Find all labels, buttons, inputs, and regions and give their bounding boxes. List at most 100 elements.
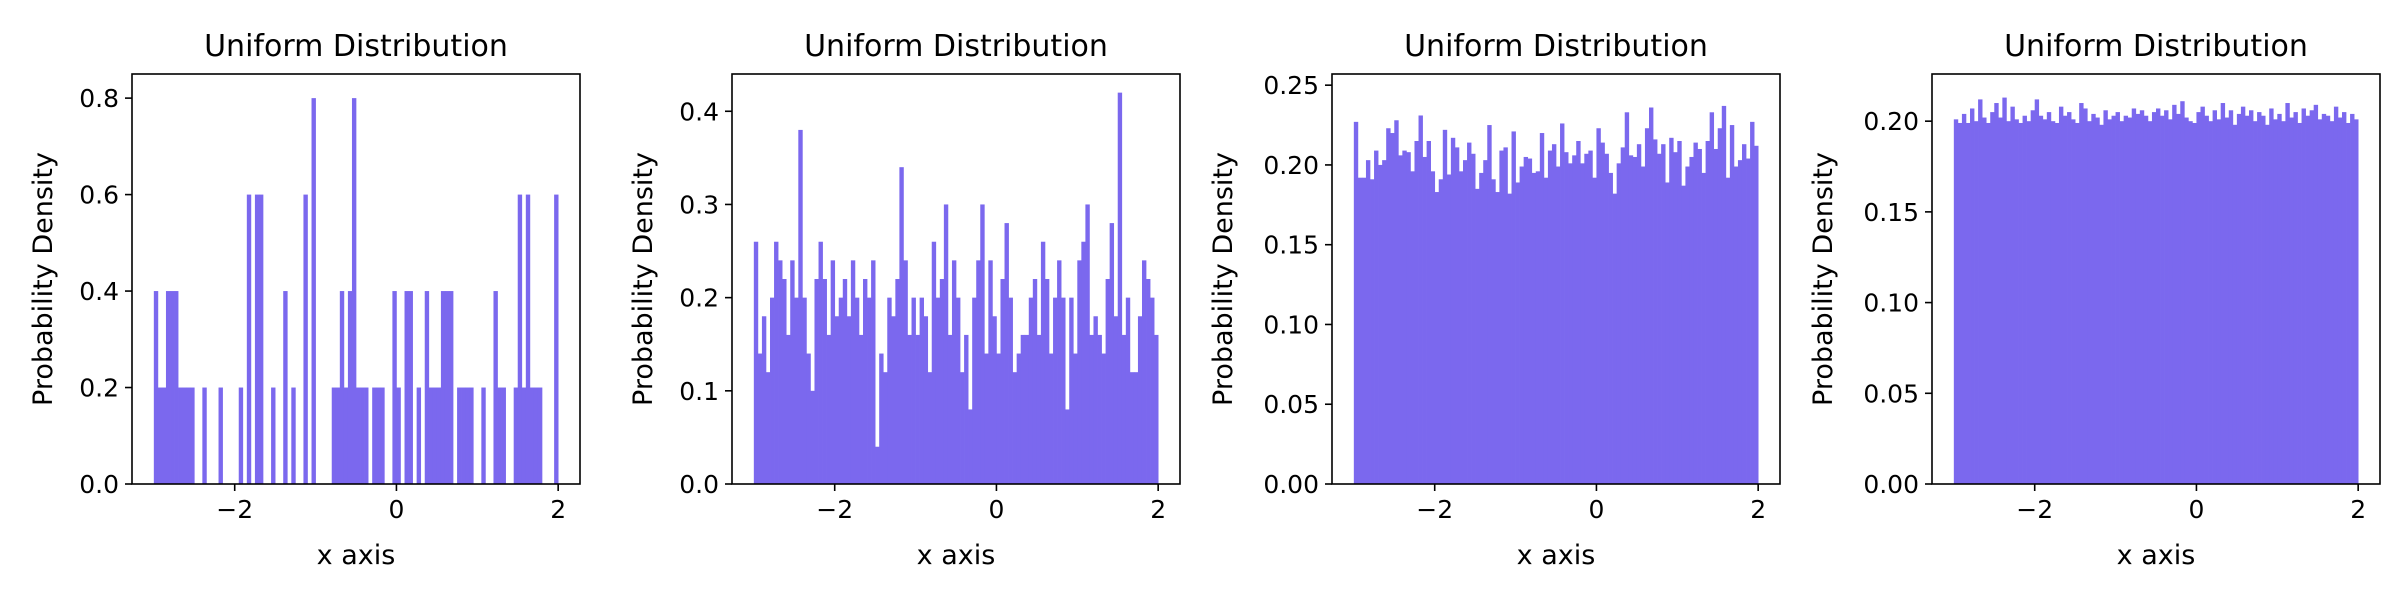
histogram-bar: [1673, 152, 1678, 485]
histogram-bar: [258, 194, 264, 484]
y-axis-label: Probability Density: [28, 152, 59, 406]
histogram-bar: [1361, 177, 1367, 484]
y-axis-label: Probability Density: [628, 152, 659, 406]
histogram-bar: [351, 98, 357, 485]
x-tick-label: 2: [550, 495, 566, 524]
histogram-bar: [1109, 223, 1115, 484]
histogram-bar: [376, 387, 381, 484]
histogram-bar: [1628, 155, 1634, 485]
histogram-bar: [1004, 223, 1009, 484]
histogram-bar: [1580, 163, 1585, 484]
histogram-bar: [907, 334, 912, 484]
histogram-bar: [1044, 279, 1050, 484]
histogram-bar: [440, 291, 446, 484]
histogram-bar: [461, 387, 466, 484]
y-tick-label: 0.10: [1863, 289, 1919, 318]
histogram-bar: [2244, 115, 2250, 485]
histogram-bar: [1572, 155, 1577, 485]
histogram-bar: [424, 291, 430, 484]
histogram-bar: [1049, 353, 1054, 484]
x-axis-label: x axis: [317, 540, 396, 571]
histogram-bar: [1024, 334, 1030, 484]
histogram-bar: [935, 297, 941, 484]
histogram-bar: [246, 194, 252, 484]
histogram-bar: [190, 387, 195, 484]
histogram-bar: [1661, 144, 1666, 484]
subplot-2: −2 0 2 0.0 0.1 0.2 0.3 0.4 Uniform Distributio…: [628, 29, 1181, 571]
histogram-bar: [1681, 185, 1686, 485]
histogram-bar: [254, 194, 260, 484]
histogram-bar: [1507, 193, 1512, 484]
histogram-bar: [1523, 156, 1529, 484]
histogram-bar: [1390, 133, 1395, 484]
histogram-bar: [2329, 121, 2335, 485]
histogram-bar: [218, 387, 223, 484]
histogram-bar: [1394, 120, 1399, 484]
histogram-bar: [1121, 334, 1127, 484]
histogram-bar: [1515, 182, 1520, 484]
histogram-bar: [1036, 334, 1042, 484]
histogram-bar: [964, 334, 969, 484]
y-tick-label: 0.05: [1863, 379, 1919, 408]
histogram-bars: [153, 98, 559, 485]
histogram-bar: [1693, 142, 1698, 484]
histogram-bar: [1717, 128, 1723, 485]
histogram-bar: [2172, 104, 2177, 484]
histogram-bar: [2350, 113, 2355, 484]
histogram-bar: [1535, 171, 1541, 484]
histogram-bar: [2091, 113, 2096, 484]
x-ticks: −2 0 2: [216, 484, 566, 524]
y-tick-label: 0.20: [1863, 107, 1919, 136]
histogram-bar: [1000, 279, 1005, 484]
y-tick-label: 0.0: [79, 470, 119, 499]
histogram-bar: [404, 291, 409, 484]
x-ticks: −2 0 2: [1416, 484, 1766, 524]
histogram-bar: [761, 316, 767, 484]
x-tick-label: −2: [1416, 495, 1453, 524]
histogram-bar: [356, 387, 361, 484]
histogram-bar: [2063, 115, 2068, 485]
histogram-bar: [1746, 158, 1751, 485]
histogram-bar: [1750, 121, 1755, 485]
histogram-bar: [1576, 141, 1581, 484]
y-tick-label: 0.3: [679, 190, 719, 219]
x-tick-label: −2: [216, 495, 253, 524]
histogram-bar: [2228, 110, 2234, 484]
x-tick-label: 0: [2188, 495, 2204, 524]
histogram-bar: [899, 167, 904, 484]
y-tick-label: 0.1: [679, 377, 719, 406]
histogram-bar: [1657, 153, 1662, 484]
histogram-bar: [1353, 121, 1359, 485]
histogram-bar: [2277, 113, 2282, 484]
histogram-bar: [449, 291, 454, 484]
histogram-bar: [1677, 141, 1682, 484]
y-ticks: 0.0 0.1 0.2 0.3 0.4: [679, 97, 732, 499]
histogram-bar: [903, 260, 908, 484]
histogram-bar: [2002, 97, 2007, 484]
histogram-bar: [1527, 158, 1533, 485]
histogram-bar: [554, 194, 559, 484]
histogram-bar: [521, 387, 527, 484]
histogram-bar: [2119, 121, 2124, 485]
histogram-bar: [2208, 121, 2213, 485]
histogram-bar: [1982, 117, 1987, 484]
histogram-bar: [1434, 192, 1440, 485]
histogram-bar: [887, 297, 892, 484]
histogram-bar: [1709, 112, 1715, 484]
histogram-bar: [202, 387, 207, 484]
histogram-bar: [2107, 119, 2112, 484]
histogram-bar: [1438, 179, 1444, 484]
histogram-bar: [1624, 112, 1630, 484]
histogram-bar: [2139, 110, 2145, 484]
histogram-bar: [1596, 128, 1601, 485]
histogram-bar: [513, 387, 519, 484]
histogram-bar: [1697, 148, 1702, 484]
histogram-bar: [2325, 115, 2331, 485]
histogram-bar: [915, 334, 920, 484]
histogram-bar: [2018, 122, 2023, 485]
histogram-bar: [1669, 137, 1674, 484]
histogram-bar: [1365, 160, 1371, 484]
histogram-bar: [537, 387, 543, 484]
histogram-bar: [1600, 142, 1605, 484]
histogram-bar: [1965, 122, 1971, 485]
